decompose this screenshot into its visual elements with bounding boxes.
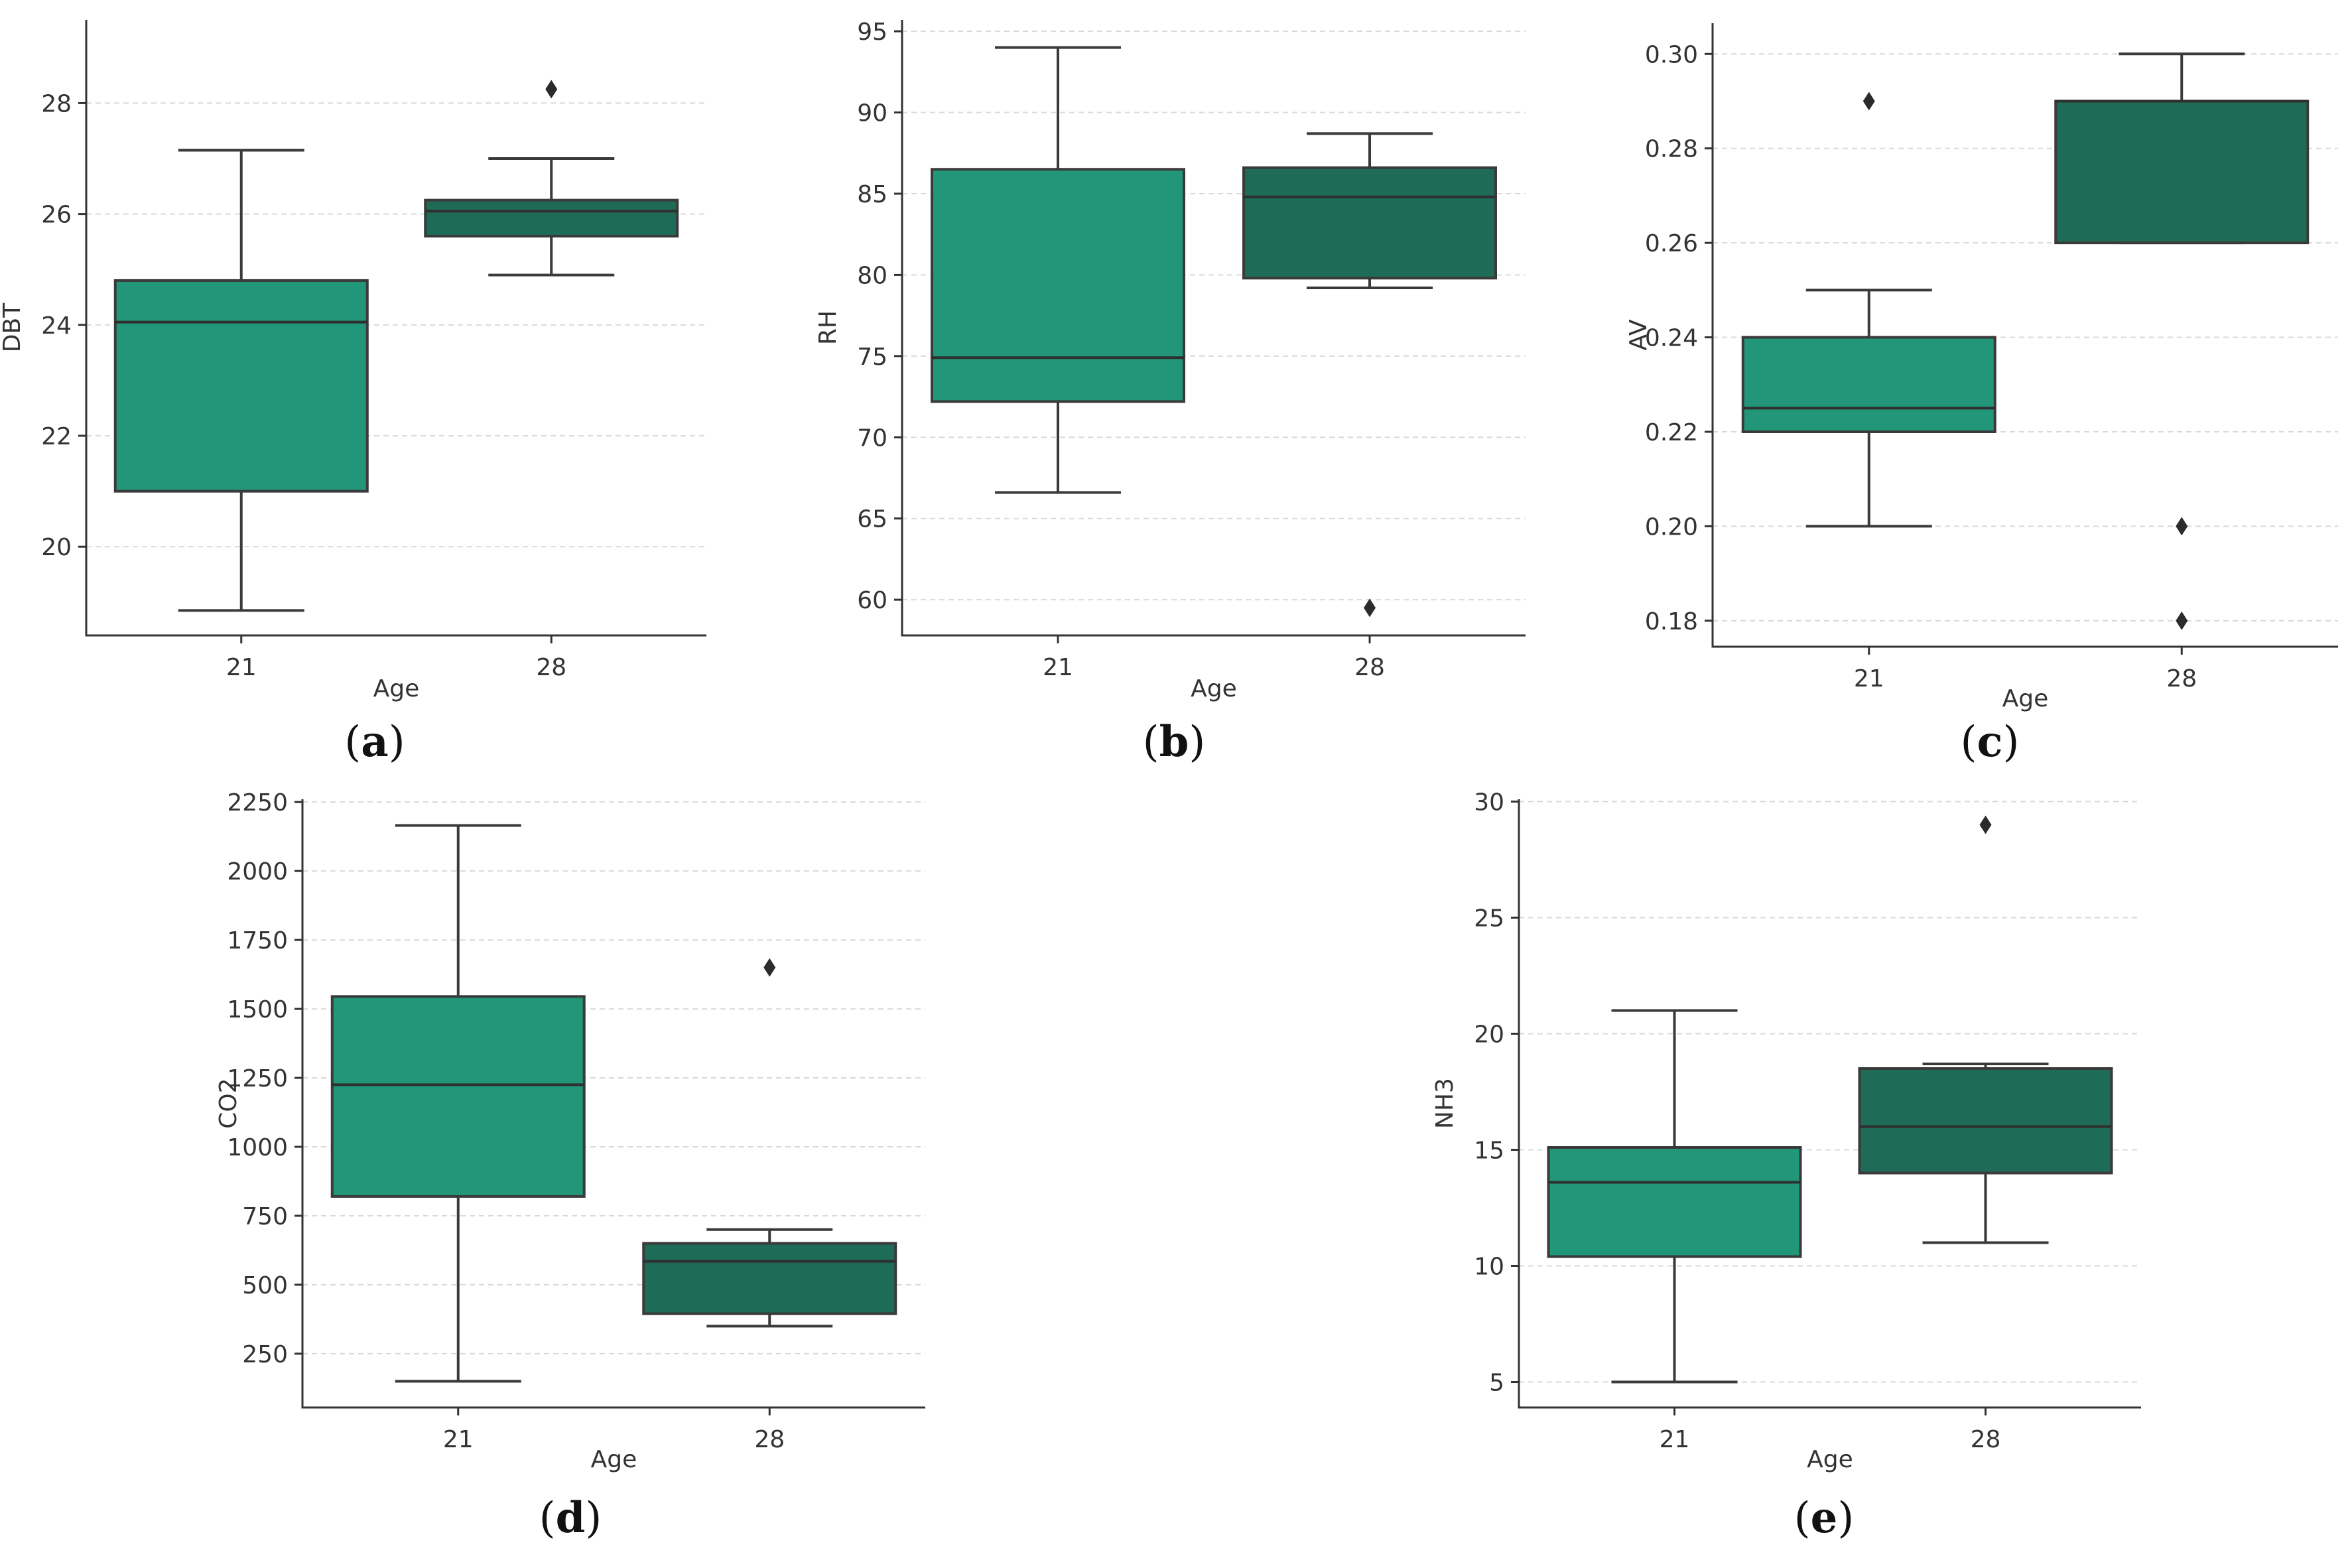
x-axis-label: Age [591, 1446, 637, 1473]
y-tick-label: 24 [41, 312, 72, 340]
x-tick-label: 21 [1660, 1426, 1690, 1453]
y-tick-label: 2250 [227, 789, 288, 817]
box-age-21 [1741, 92, 1996, 528]
panel-caption: (e) [1794, 1493, 1855, 1543]
iqr-box [1242, 166, 1497, 280]
box-age-28 [1242, 132, 1497, 618]
x-tick-label: 28 [1971, 1426, 2001, 1453]
y-tick-label: 20 [41, 534, 72, 561]
y-tick-label: 22 [41, 423, 72, 450]
box-age-28 [2054, 52, 2310, 630]
y-tick-label: 26 [41, 202, 72, 229]
x-tick-label: 21 [443, 1426, 474, 1453]
x-axis-label: Age [2002, 685, 2049, 712]
iqr-box [1741, 336, 1996, 433]
y-tick-label: 85 [857, 181, 887, 208]
outlier-marker [2176, 611, 2188, 630]
outlier-marker [1364, 598, 1376, 618]
y-tick-label: 75 [857, 344, 887, 371]
iqr-box [2054, 99, 2310, 245]
outlier-marker [1862, 92, 1875, 111]
box-age-21 [931, 46, 1185, 494]
y-tick-label: 0.18 [1645, 608, 1698, 635]
outlier-marker [545, 80, 558, 99]
iqr-box [642, 1242, 897, 1315]
axes-spine [301, 799, 925, 1409]
y-tick-label: 60 [857, 587, 887, 614]
panel-caption: (c) [1961, 717, 2020, 767]
box-age-21 [330, 824, 586, 1383]
outlier-marker [2176, 517, 2188, 536]
x-axis-label: Age [1191, 675, 1237, 702]
y-tick-label: 1500 [227, 996, 288, 1023]
panel-caption: (d) [539, 1493, 602, 1543]
x-tick-label: 28 [2166, 665, 2197, 692]
y-tick-label: 0.26 [1645, 230, 1698, 257]
x-tick-label: 28 [754, 1426, 785, 1453]
axes-spine [901, 20, 1526, 637]
box-age-21 [113, 149, 369, 612]
y-tick-label: 0.28 [1645, 136, 1698, 163]
y-axis-label: RH [815, 310, 842, 345]
y-axis-label: DBT [0, 302, 26, 352]
y-tick-label: 15 [1474, 1138, 1504, 1165]
y-tick-label: 2000 [227, 858, 288, 885]
panel-a: 20 22 24 26 28 21 28 Age DBT (a) [0, 20, 706, 767]
outlier-marker [763, 958, 776, 977]
panel-d: 250 500 750 1000 1250 1500 1750 2000 2250 21 28 Age… [215, 789, 925, 1543]
axes-spine [1711, 23, 2338, 648]
iqr-box [1858, 1067, 2113, 1175]
y-tick-label: 70 [857, 425, 887, 452]
x-tick-label: 28 [536, 654, 566, 681]
x-axis-label: Age [373, 675, 420, 702]
iqr-box [931, 168, 1185, 403]
x-tick-label: 21 [1854, 665, 1884, 692]
box-age-21 [1547, 1009, 1802, 1384]
panel-caption: (a) [344, 717, 405, 767]
x-axis-label: Age [1807, 1446, 1853, 1473]
y-tick-label: 1000 [227, 1134, 288, 1161]
y-tick-label: 250 [242, 1341, 288, 1368]
panel-caption: (b) [1143, 717, 1206, 767]
y-axis-label: NH3 [1431, 1078, 1459, 1129]
y-tick-label: 10 [1474, 1254, 1504, 1281]
x-tick-label: 21 [1043, 654, 1073, 681]
y-tick-label: 5 [1489, 1370, 1504, 1397]
axes-spine [85, 20, 706, 637]
y-tick-label: 95 [857, 19, 887, 46]
iqr-box [1547, 1146, 1802, 1258]
y-tick-label: 0.30 [1645, 41, 1698, 68]
x-tick-label: 28 [1354, 654, 1385, 681]
y-tick-label: 750 [242, 1203, 288, 1230]
y-tick-label: 500 [242, 1272, 288, 1299]
iqr-box [330, 995, 586, 1198]
y-tick-label: 0.24 [1645, 325, 1698, 352]
y-tick-label: 90 [857, 100, 887, 127]
panel-e: 5 10 15 20 25 30 21 28 Age NH3 (e) [1431, 789, 2141, 1543]
y-tick-label: 28 [41, 90, 72, 117]
y-tick-label: 25 [1474, 905, 1504, 933]
y-tick-label: 1750 [227, 927, 288, 954]
y-tick-label: 65 [857, 506, 887, 533]
iqr-box [113, 279, 369, 493]
panel-c: 0.18 0.20 0.22 0.24 0.26 0.28 0.30 21 28 Age AV (c) [1625, 23, 2338, 767]
outlier-marker [1979, 815, 1992, 834]
box-age-28 [424, 80, 679, 277]
x-tick-label: 21 [226, 654, 257, 681]
y-axis-label: CO2 [215, 1078, 242, 1128]
y-tick-label: 30 [1474, 789, 1504, 817]
y-tick-label: 80 [857, 262, 887, 289]
box-age-28 [642, 958, 897, 1328]
axes-spine [1518, 799, 2141, 1409]
y-axis-label: AV [1625, 319, 1652, 350]
y-tick-label: 1250 [227, 1065, 288, 1092]
y-tick-label: 0.22 [1645, 419, 1698, 446]
y-tick-label: 0.20 [1645, 513, 1698, 541]
iqr-box [424, 198, 679, 238]
y-tick-label: 20 [1474, 1021, 1504, 1049]
box-age-28 [1858, 815, 2113, 1244]
panel-b: 60 65 70 75 80 85 90 95 21 28 Age RH (b) [815, 19, 1526, 767]
